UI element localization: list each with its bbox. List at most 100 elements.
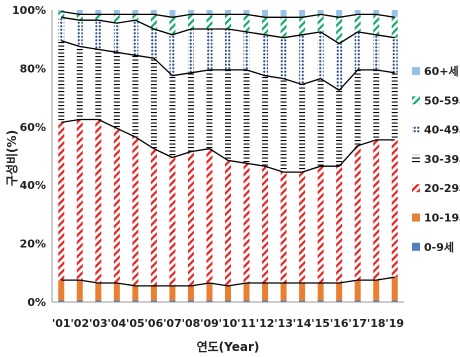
legend-swatch-40-49	[412, 125, 420, 134]
bar-segment-20-29	[354, 145, 361, 281]
bar-segment-30-39	[391, 72, 398, 140]
bar-segment-50-59	[262, 17, 269, 35]
bar-segment-60plus	[317, 10, 324, 15]
bar-segment-0-9	[262, 300, 269, 302]
bar-segment-40-49	[243, 31, 250, 70]
bar-segment-50-59	[169, 17, 176, 35]
x-tick-label: '09	[200, 317, 219, 330]
y-tick-label: 80%	[20, 62, 46, 75]
x-tick-label: '01	[52, 317, 71, 330]
bar-segment-10-19	[76, 280, 83, 301]
bar-segment-40-49	[225, 28, 231, 70]
bar-segment-10-19	[132, 285, 139, 301]
legend-label-40-49: 40-49세	[424, 123, 460, 137]
bar-segment-0-9	[317, 300, 324, 302]
bar-segment-0-9	[76, 300, 83, 302]
x-tick-label: '14	[293, 317, 312, 330]
bar-segment-10-19	[373, 280, 380, 301]
bar-segment-30-39	[262, 75, 269, 167]
bar-segment-0-9	[391, 300, 398, 302]
bar-segment-60plus	[113, 10, 120, 15]
series-boundary-line	[61, 10, 395, 18]
bar-segment-0-9	[169, 300, 176, 302]
bar-segment-50-59	[373, 14, 380, 35]
bar-segment-30-39	[169, 75, 176, 158]
bar-segment-50-59	[95, 14, 102, 21]
bar-segment-60plus	[280, 10, 287, 18]
bar-segment-40-49	[317, 31, 324, 79]
bar-segment-20-29	[373, 139, 380, 281]
y-tick-label: 60%	[20, 121, 46, 134]
bar-segment-20-29	[391, 139, 398, 278]
legend-label-0-9: 0-9세	[424, 240, 454, 254]
legend-label-50-59: 50-59세	[424, 93, 460, 107]
bar-segment-20-29	[95, 119, 102, 284]
bar-segment-30-39	[336, 90, 343, 167]
series-boundary-line	[61, 276, 395, 287]
bar-segment-10-19	[317, 283, 324, 301]
bar-segment-20-29	[336, 166, 343, 284]
bar-segment-50-59	[187, 14, 194, 29]
bar-segment-20-29	[243, 163, 250, 284]
bar-segment-30-39	[243, 69, 250, 164]
bar-segment-50-59	[76, 14, 83, 21]
bar-segment-30-39	[150, 58, 157, 149]
x-tick-label: '08	[182, 317, 201, 330]
bar-segment-0-9	[336, 300, 343, 302]
bar-segment-40-49	[336, 43, 343, 91]
bar-segment-30-39	[225, 69, 231, 161]
bar-segment-30-39	[354, 69, 361, 146]
bar-segment-0-9	[132, 300, 139, 302]
bar-segment-10-19	[95, 283, 102, 301]
x-tick-label: '17	[348, 317, 367, 330]
bar-segment-60plus	[299, 10, 306, 18]
bar-segment-20-29	[169, 157, 176, 286]
x-tick-label: '16	[330, 317, 349, 330]
legend-label-20-29: 20-29세	[424, 181, 460, 195]
bar-segment-20-29	[317, 166, 324, 284]
bar-segment-50-59	[280, 17, 287, 38]
bar-segment-20-29	[280, 172, 287, 284]
bar-segment-20-29	[299, 172, 306, 284]
bar-segment-40-49	[150, 28, 157, 59]
legend-label-30-39: 30-39세	[424, 152, 460, 166]
x-axis-title: 연도(Year)	[197, 339, 260, 354]
legend-swatch-50-59	[412, 96, 420, 105]
bar-segment-10-19	[299, 283, 306, 301]
x-tick-label: '19	[385, 317, 404, 330]
bar-segment-10-19	[58, 280, 65, 301]
bar-segment-60plus	[336, 10, 343, 18]
bar-segment-10-19	[206, 283, 213, 301]
bar-segment-10-19	[262, 283, 269, 301]
bar-segment-30-39	[373, 69, 380, 140]
bar-segment-50-59	[132, 14, 139, 21]
y-tick-label: 40%	[20, 179, 46, 192]
bar-segment-10-19	[354, 280, 361, 301]
bar-segment-30-39	[76, 46, 83, 120]
bar-segment-60plus	[169, 10, 176, 18]
bar-segment-60plus	[58, 10, 65, 12]
bar-segment-30-39	[187, 72, 194, 152]
bar-segment-60plus	[132, 10, 139, 15]
legend-label-10-19: 10-19세	[424, 211, 460, 225]
bar-segment-60plus	[391, 10, 398, 18]
bar-segment-10-19	[391, 277, 398, 301]
bar-segment-30-39	[95, 49, 102, 120]
x-tick-label: '06	[145, 317, 164, 330]
bar-segment-50-59	[113, 14, 120, 24]
bar-segment-30-39	[206, 69, 213, 149]
bar-segment-40-49	[187, 28, 194, 73]
y-tick-label: 20%	[20, 238, 46, 251]
bar-segment-10-19	[187, 285, 194, 301]
series-boundary-line	[61, 118, 395, 173]
bar-segment-20-29	[225, 160, 231, 286]
bar-segment-0-9	[187, 300, 194, 302]
bar-segment-20-29	[132, 137, 139, 286]
bar-segment-60plus	[225, 10, 231, 15]
series-boundary-line	[61, 40, 395, 92]
bar-segment-30-39	[113, 52, 120, 129]
bar-segment-0-9	[354, 300, 361, 302]
bar-segment-30-39	[317, 78, 324, 167]
bar-segment-10-19	[169, 285, 176, 301]
